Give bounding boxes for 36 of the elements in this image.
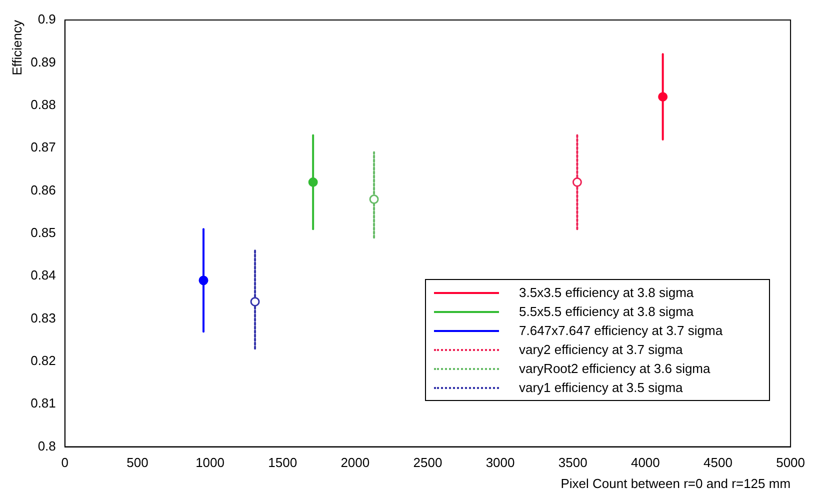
y-tick-label: 0.83 — [30, 310, 56, 326]
x-tick-label: 5000 — [776, 455, 805, 470]
point — [658, 92, 668, 102]
x-tick-label: 2500 — [413, 455, 442, 470]
legend-label: 5.5x5.5 efficiency at 3.8 sigma — [519, 304, 694, 319]
x-axis-title: Pixel Count between r=0 and r=125 mm — [560, 476, 791, 491]
y-tick-label: 0.88 — [30, 96, 56, 112]
legend-label: 3.5x3.5 efficiency at 3.8 sigma — [519, 285, 694, 300]
x-tick-label: 4500 — [704, 455, 732, 470]
x-tick-label: 3500 — [558, 455, 588, 470]
x-tick-label: 2000 — [340, 455, 370, 470]
x-tick-label: 0 — [61, 455, 69, 470]
legend-label: 7.647x7.647 efficiency at 3.7 sigma — [519, 323, 723, 338]
point — [369, 194, 379, 204]
point — [572, 177, 582, 187]
x-tick-label: 1000 — [196, 455, 224, 470]
y-tick-label: 0.85 — [30, 224, 56, 240]
y-tick-label: 0.81 — [30, 396, 56, 411]
y-axis-title: Efficiency — [9, 20, 24, 76]
point — [198, 276, 208, 286]
y-tick-label: 0.87 — [30, 140, 56, 155]
point — [308, 177, 318, 187]
legend-label: vary1 efficiency at 3.5 sigma — [519, 380, 683, 395]
x-tick-label: 3000 — [486, 455, 515, 470]
legend-label: vary2 efficiency at 3.7 sigma — [519, 342, 683, 357]
x-tick-label: 1500 — [268, 455, 298, 470]
y-tick-label: 0.84 — [30, 268, 56, 283]
point — [250, 296, 260, 306]
x-tick-label: 500 — [126, 455, 148, 470]
x-tick-label: 4000 — [630, 455, 660, 470]
y-tick-label: 0.89 — [30, 54, 56, 70]
y-tick-label: 0.9 — [38, 12, 56, 27]
legend-label: varyRoot2 efficiency at 3.6 sigma — [519, 361, 710, 376]
y-tick-label: 0.86 — [30, 182, 56, 198]
y-tick-label: 0.82 — [30, 353, 56, 368]
y-tick-label: 0.8 — [38, 438, 56, 454]
